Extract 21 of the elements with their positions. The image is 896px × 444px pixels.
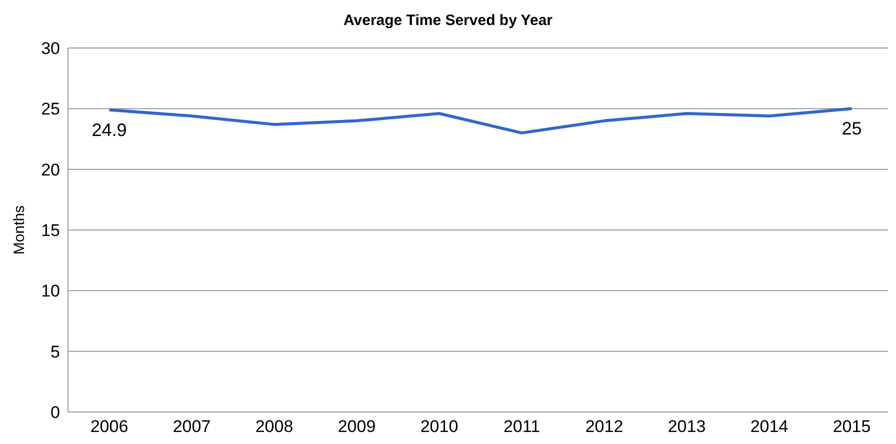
x-tick-label: 2010: [420, 417, 458, 436]
data-label: 24.9: [92, 120, 127, 140]
y-tick-label: 25: [41, 100, 60, 119]
y-tick-label: 30: [41, 39, 60, 58]
y-tick-label: 20: [41, 160, 60, 180]
y-axis-title: Months: [11, 205, 28, 255]
x-tick-label: 2015: [832, 417, 871, 436]
y-tick-label: 0: [50, 403, 60, 422]
x-tick-label: 2007: [172, 417, 211, 436]
x-tick-label: 2014: [750, 417, 788, 436]
x-tick-label: 2013: [668, 417, 706, 436]
y-tick-label: 10: [41, 282, 60, 301]
y-tick-label: 15: [41, 221, 60, 240]
y-tick-label: 5: [50, 342, 60, 362]
x-tick-label: 2011: [503, 417, 540, 436]
x-tick-label: 2012: [585, 417, 624, 436]
x-tick-label: 2008: [255, 417, 294, 436]
x-tick-label: 2009: [338, 417, 376, 436]
data-label: 25: [842, 118, 862, 139]
x-tick-label: 2006: [90, 417, 128, 436]
chart-title: Average Time Served by Year: [342, 12, 554, 29]
